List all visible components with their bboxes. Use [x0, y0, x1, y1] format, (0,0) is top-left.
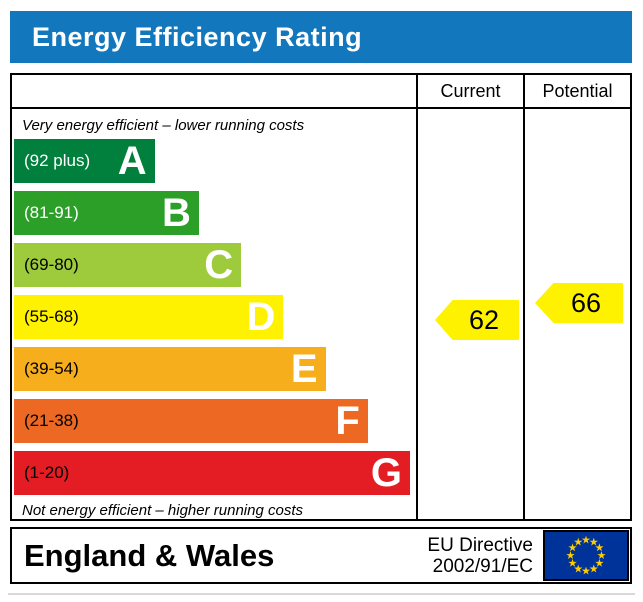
- footer-bar: England & Wales EU Directive 2002/91/EC: [10, 527, 632, 584]
- band-b-range: (81-91): [24, 203, 79, 222]
- eu-flag-icon: [543, 530, 629, 581]
- band-a: (92 plus) A: [14, 139, 155, 183]
- top-note: Very energy efficient – lower running co…: [22, 117, 305, 134]
- band-g: (1-20) G: [14, 451, 410, 495]
- potential-column: 66: [523, 109, 630, 519]
- band-c-range: (69-80): [24, 255, 79, 274]
- band-f-range: (21-38): [24, 411, 79, 430]
- rating-bands-column: Very energy efficient – lower running co…: [12, 109, 416, 519]
- page-title: Energy Efficiency Rating: [32, 21, 363, 52]
- rating-bands: (92 plus) A (81-91) B (69-80) C (55-68) …: [12, 139, 416, 495]
- band-a-letter: A: [117, 139, 147, 183]
- band-a-range: (92 plus): [24, 151, 91, 170]
- band-d-range: (55-68): [24, 307, 79, 326]
- band-c-letter: C: [204, 243, 234, 287]
- band-e: (39-54) E: [14, 347, 326, 391]
- potential-rating-value: 66: [570, 287, 602, 318]
- band-g-range: (1-20): [24, 463, 70, 482]
- band-d-letter: D: [246, 295, 276, 339]
- band-b-letter: B: [162, 191, 191, 235]
- bottom-note: Not energy efficient – higher running co…: [22, 502, 303, 519]
- header-spacer-cell: [12, 75, 416, 109]
- region-label: England & Wales: [24, 537, 275, 573]
- eu-directive-line2: 2002/91/EC: [432, 555, 533, 577]
- current-rating-arrow: 62: [435, 300, 519, 340]
- band-f: (21-38) F: [14, 399, 368, 443]
- band-d: (55-68) D: [14, 295, 284, 339]
- bottom-divider: [8, 593, 635, 595]
- band-c: (69-80) C: [14, 243, 242, 287]
- current-column: 62: [416, 109, 523, 519]
- header-current: Current: [416, 75, 523, 109]
- rating-table: Current Potential Very energy efficient …: [10, 73, 632, 521]
- potential-rating-arrow: 66: [535, 283, 623, 323]
- eu-directive-label: EU Directive 2002/91/EC: [427, 535, 543, 577]
- band-b: (81-91) B: [14, 191, 199, 235]
- band-e-range: (39-54): [24, 359, 79, 378]
- band-e-letter: E: [290, 347, 318, 391]
- current-rating-value: 62: [468, 304, 500, 335]
- header-potential: Potential: [523, 75, 630, 109]
- title-bar: Energy Efficiency Rating: [10, 11, 632, 63]
- eu-directive-line1: EU Directive: [427, 534, 533, 556]
- band-g-letter: G: [370, 451, 402, 495]
- band-f-letter: F: [335, 399, 360, 443]
